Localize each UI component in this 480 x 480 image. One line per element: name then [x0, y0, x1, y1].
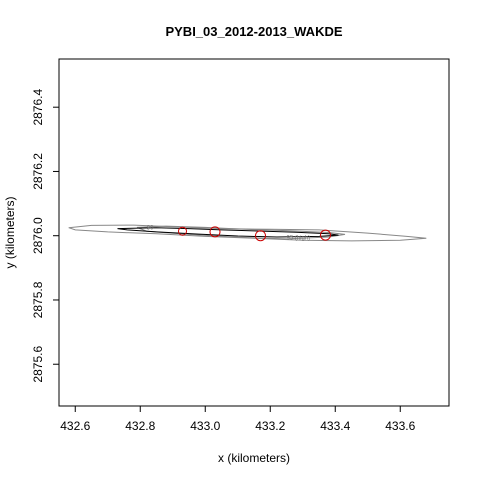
contour-line	[136, 225, 346, 240]
point-layer	[178, 226, 331, 242]
x-axis: 432.6 432.8 433.0 433.2 433.4 433.6	[60, 405, 416, 433]
x-tick-label: 433.4	[320, 419, 350, 433]
x-axis-label: x (kilometers)	[218, 451, 290, 465]
y-axis-label: y (kilometers)	[3, 196, 17, 268]
y-tick-label: 2876.0	[31, 217, 45, 254]
x-tick-label: 432.8	[125, 419, 155, 433]
location-point	[209, 226, 221, 238]
y-tick-label: 2875.6	[31, 346, 45, 383]
chart-title: PYBI_03_2012-2013_WAKDE	[165, 24, 342, 39]
x-tick-label: 432.6	[60, 419, 90, 433]
location-point	[320, 229, 331, 241]
x-tick-label: 433.0	[190, 419, 220, 433]
contour-layer: 90 95 (high)	[68, 224, 427, 242]
location-point	[178, 226, 187, 236]
x-tick-label: 433.2	[255, 419, 285, 433]
y-tick-label: 2875.8	[31, 281, 45, 318]
contour-line	[68, 224, 427, 242]
y-axis: 2875.6 2875.8 2876.0 2876.2 2876.4	[31, 89, 60, 383]
x-tick-label: 433.6	[385, 419, 415, 433]
contour-line	[117, 227, 339, 238]
contour-label: 95 (high)	[287, 236, 311, 242]
y-tick-label: 2876.2	[31, 153, 45, 190]
location-point	[255, 230, 266, 242]
contour-label: 90	[147, 225, 154, 231]
y-tick-label: 2876.4	[31, 89, 45, 126]
